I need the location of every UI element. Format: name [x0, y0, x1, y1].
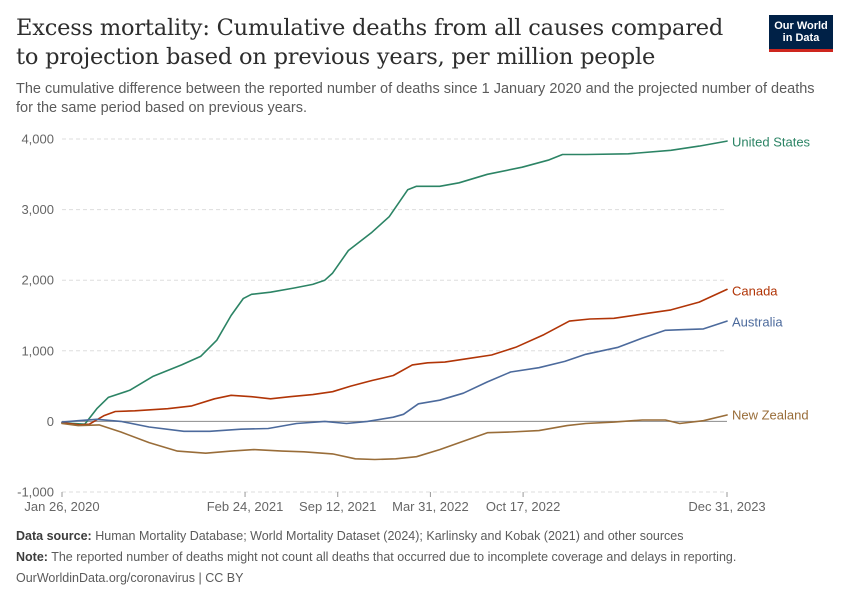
credit-line: OurWorldinData.org/coronavirus | CC BY — [16, 570, 243, 586]
owid-logo[interactable]: Our World in Data — [769, 15, 833, 52]
series-label-layer: United States Canada Australia New Zealand — [732, 135, 811, 423]
series-layer — [61, 140, 728, 461]
separator: | — [198, 571, 202, 585]
note-text: The reported number of deaths might not … — [51, 550, 737, 564]
series-line-new-zealand — [61, 414, 728, 461]
y-tick-label: 0 — [47, 414, 54, 429]
x-tick-label: Feb 24, 2021 — [207, 499, 284, 514]
y-tick-label: 1,000 — [21, 343, 54, 358]
y-tick-label: 2,000 — [21, 273, 54, 288]
series-label-united-states: United States — [732, 135, 811, 150]
logo-line-2: in Data — [782, 32, 820, 44]
series-label-new-zealand: New Zealand — [732, 408, 809, 423]
url-link[interactable]: OurWorldinData.org/coronavirus — [16, 571, 196, 585]
x-tick-label: Sep 12, 2021 — [299, 499, 376, 514]
series-label-australia: Australia — [732, 315, 783, 330]
axis-layer: -1,000 0 1,000 2,000 3,000 4,000 Jan 26, 2020 F… — [17, 132, 766, 515]
x-tick-label: Oct 17, 2022 — [486, 499, 560, 514]
chart-subtitle: The cumulative difference between the re… — [16, 81, 815, 116]
source-line: Data source: Human Mortality Database; W… — [16, 528, 683, 544]
series-line-canada — [61, 288, 728, 426]
x-tick-label: Dec 31, 2023 — [688, 499, 765, 514]
source-text: Human Mortality Database; World Mortalit… — [95, 529, 684, 543]
note-label: Note: — [16, 550, 48, 564]
source-label: Data source: — [16, 529, 92, 543]
y-tick-label: -1,000 — [17, 485, 54, 500]
grid-layer — [62, 138, 727, 493]
x-tick-label: Jan 26, 2020 — [24, 499, 99, 514]
chart-title: Excess mortality: Cumulative deaths from… — [16, 15, 724, 70]
x-tick-label: Mar 31, 2022 — [392, 499, 469, 514]
series-line-australia — [61, 320, 728, 433]
y-tick-label: 3,000 — [21, 202, 54, 217]
series-label-canada: Canada — [732, 284, 778, 299]
series-line-united-states — [61, 140, 728, 425]
note-line: Note: The reported number of deaths migh… — [16, 549, 736, 565]
y-tick-label: 4,000 — [21, 132, 54, 147]
logo-line-1: Our World — [774, 20, 828, 32]
license-link[interactable]: CC BY — [205, 571, 244, 585]
